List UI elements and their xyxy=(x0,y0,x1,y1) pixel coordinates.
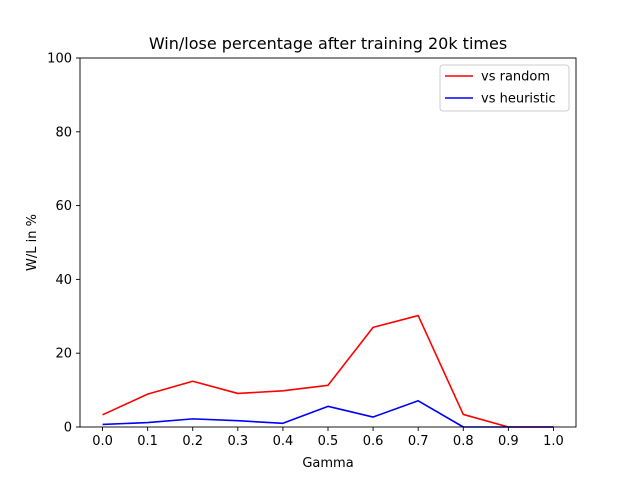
legend: vs random vs heuristic xyxy=(439,64,570,112)
x-tick-label: 0.7 xyxy=(408,434,429,449)
axes-layer: 0.0 0.1 0.2 0.3 0.4 0.5 0.6 0.7 0.8 0.9 1.0 0 20 40 60… xyxy=(47,52,577,449)
x-tick-label: 0.1 xyxy=(137,434,158,449)
y-axis-label: W/L in % xyxy=(25,214,40,271)
y-tick-label: 60 xyxy=(55,199,72,214)
series-line-vs-random xyxy=(102,314,554,428)
x-tick-label: 0.0 xyxy=(92,434,113,449)
y-tick-label: 40 xyxy=(55,273,72,288)
x-tick-label: 0.9 xyxy=(498,434,519,449)
legend-label-vs-random: vs random xyxy=(481,70,550,85)
x-tick-label: 0.4 xyxy=(273,434,294,449)
x-tick-label: 1.0 xyxy=(543,434,564,449)
y-tick-label: 0 xyxy=(64,421,72,436)
legend-label-vs-heuristic: vs heuristic xyxy=(481,92,556,107)
chart-title: Win/lose percentage after training 20k t… xyxy=(149,34,507,53)
x-tick-label: 0.6 xyxy=(363,434,384,449)
x-axis-label: Gamma xyxy=(302,456,353,471)
x-tick-label: 0.8 xyxy=(453,434,474,449)
x-tick-label: 0.2 xyxy=(182,434,203,449)
plot-area xyxy=(80,58,576,427)
x-tick-label: 0.5 xyxy=(318,434,339,449)
y-tick-label: 20 xyxy=(55,347,72,362)
y-tick-label: 80 xyxy=(55,125,72,140)
y-tick-label: 100 xyxy=(47,52,72,67)
x-tick-label: 0.3 xyxy=(227,434,248,449)
